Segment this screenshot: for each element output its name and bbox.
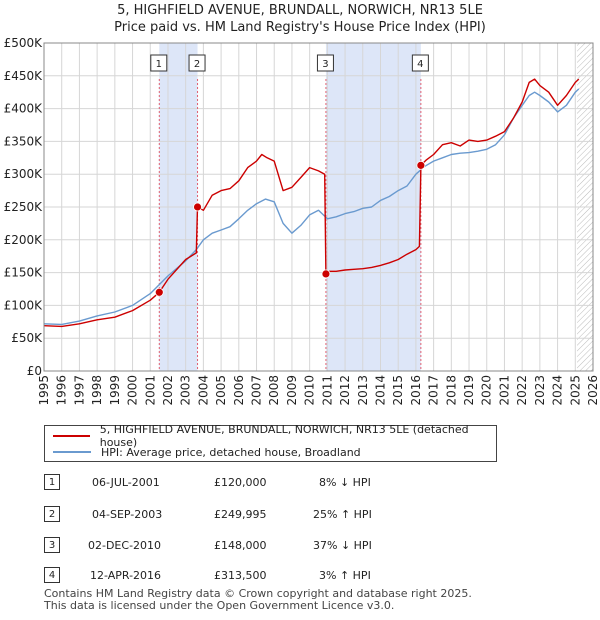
- x-tick-label: 2008: [267, 375, 281, 406]
- x-tick-label: 2014: [373, 375, 387, 406]
- x-tick-label: 2018: [444, 375, 458, 406]
- x-tick-label: 2011: [320, 375, 334, 406]
- transaction-number: 2: [44, 506, 60, 522]
- transaction-date: 12-APR-2016: [90, 569, 162, 582]
- chart-title-line2: Price paid vs. HM Land Registry's House …: [114, 20, 486, 35]
- sale-label-box: [188, 54, 206, 72]
- sale-label: 1: [156, 59, 162, 70]
- legend-hpi-label: HPI: Average price, detached house, Broa…: [101, 445, 361, 459]
- x-tick-label: 2016: [409, 375, 423, 406]
- x-tick-label: 2013: [356, 375, 370, 406]
- sale-point: [154, 287, 164, 297]
- x-tick-label: 2012: [338, 375, 352, 406]
- x-tick-label: 2005: [214, 375, 228, 406]
- property-price-line: [44, 78, 580, 328]
- x-tick-label: 1995: [37, 375, 51, 406]
- sale-label-box: [150, 54, 168, 72]
- transaction-number: 3: [44, 537, 60, 553]
- property-line-swatch: [53, 435, 90, 437]
- x-tick-label: 2015: [391, 375, 405, 406]
- sale-label: 3: [322, 59, 328, 70]
- x-tick-label: 2006: [232, 375, 246, 406]
- y-tick-label: £200K: [4, 233, 44, 247]
- x-tick-label: 2019: [462, 375, 476, 406]
- footer: Contains HM Land Registry data © Crown c…: [44, 588, 472, 612]
- sale-label-box: [411, 54, 429, 72]
- transaction-number: 4: [44, 567, 60, 583]
- price-chart: 1 2 3 4 £0 £50K £100K £150K £200K £250K £300K £350…: [4, 36, 600, 406]
- sale-label: 4: [417, 59, 423, 70]
- transaction-row: 3 02-DEC-2010 £148,000 37% ↓ HPI: [44, 537, 564, 557]
- x-tick-label: 2021: [497, 375, 511, 406]
- x-tick-label: 1998: [90, 375, 104, 406]
- x-tick-label: 2001: [143, 375, 157, 406]
- y-tick-label: £300K: [4, 167, 44, 181]
- y-tick-label: £250K: [4, 200, 44, 214]
- y-tick-label: £500K: [4, 36, 44, 50]
- sale-point: [416, 160, 426, 170]
- x-tick-label: 2024: [551, 375, 565, 406]
- x-tick-label: 1996: [55, 375, 69, 406]
- transaction-price: £249,995: [214, 508, 267, 521]
- sale-label: 2: [194, 59, 200, 70]
- x-tick-label: 2025: [568, 375, 582, 406]
- x-tick-label: 2004: [196, 375, 210, 406]
- transaction-date: 06-JUL-2001: [92, 476, 160, 489]
- y-tick-label: £0: [27, 364, 42, 378]
- y-tick-label: £400K: [4, 102, 44, 116]
- x-tick-label: 2020: [480, 375, 494, 406]
- transaction-row: 4 12-APR-2016 £313,500 3% ↑ HPI: [44, 567, 564, 587]
- legend-item-property: 5, HIGHFIELD AVENUE, BRUNDALL, NORWICH, …: [53, 423, 496, 449]
- legend-item-hpi: HPI: Average price, detached house, Broa…: [53, 444, 361, 460]
- sale-label-box: [316, 54, 334, 72]
- x-tick-label: 2017: [427, 375, 441, 406]
- x-tick-label: 2003: [179, 375, 193, 406]
- x-tick-label: 2023: [533, 375, 547, 406]
- plot-frame: [43, 42, 594, 372]
- transaction-price: £148,000: [214, 539, 267, 552]
- chart-title-line1: 5, HIGHFIELD AVENUE, BRUNDALL, NORWICH, …: [117, 3, 483, 18]
- transaction-date: 04-SEP-2003: [92, 508, 163, 521]
- y-tick-label: £350K: [4, 134, 44, 148]
- x-tick-label: 1997: [72, 375, 86, 406]
- transaction-hpi-diff: 37% ↓ HPI: [313, 539, 372, 552]
- y-tick-label: £150K: [4, 266, 44, 280]
- transaction-row: 2 04-SEP-2003 £249,995 25% ↑ HPI: [44, 506, 564, 526]
- legend-property-label: 5, HIGHFIELD AVENUE, BRUNDALL, NORWICH, …: [99, 423, 469, 449]
- transaction-hpi-diff: 25% ↑ HPI: [313, 508, 372, 521]
- transaction-row: 1 06-JUL-2001 £120,000 8% ↓ HPI: [44, 474, 564, 494]
- x-tick-label: 2010: [303, 375, 317, 406]
- transaction-hpi-diff: 3% ↑ HPI: [319, 569, 371, 582]
- y-tick-label: £50K: [11, 331, 43, 345]
- x-tick-label: 2026: [586, 375, 600, 406]
- transaction-date: 02-DEC-2010: [88, 539, 162, 552]
- x-tick-label: 2022: [515, 375, 529, 406]
- x-tick-label: 2007: [250, 375, 264, 406]
- sale-point: [193, 202, 202, 212]
- x-tick-label: 2002: [161, 375, 175, 406]
- transaction-hpi-diff: 8% ↓ HPI: [319, 476, 371, 489]
- x-tick-label: 2000: [126, 375, 140, 406]
- legend: 5, HIGHFIELD AVENUE, BRUNDALL, NORWICH, …: [44, 423, 497, 462]
- sale-point: [321, 269, 331, 279]
- y-tick-label: £450K: [4, 69, 44, 83]
- transaction-number: 1: [44, 474, 60, 490]
- x-tick-label: 2009: [285, 375, 299, 406]
- footer-licence: This data is licensed under the Open Gov…: [44, 599, 395, 612]
- transaction-price: £120,000: [214, 476, 267, 489]
- footer-copyright: Contains HM Land Registry data © Crown c…: [44, 587, 472, 600]
- y-tick-label: £100K: [4, 298, 44, 312]
- hpi-line-swatch: [53, 451, 91, 453]
- transaction-price: £313,500: [214, 569, 267, 582]
- x-tick-label: 1999: [108, 375, 122, 406]
